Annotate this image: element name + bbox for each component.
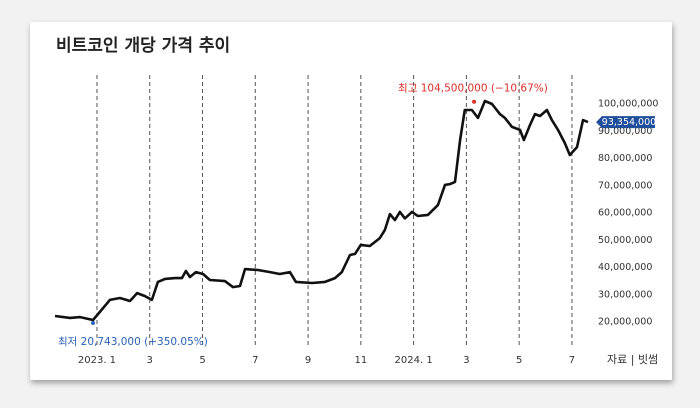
y-tick-label: 50,000,000 bbox=[598, 235, 652, 246]
x-tick-label: 3 bbox=[463, 355, 469, 366]
price-line bbox=[54, 99, 589, 322]
annotation-dot bbox=[472, 99, 477, 104]
y-tick-label: 80,000,000 bbox=[598, 153, 652, 164]
annotation-dot bbox=[91, 320, 96, 325]
x-tick-label: 2023. 1 bbox=[78, 355, 116, 366]
x-tick-label: 9 bbox=[305, 355, 311, 366]
y-tick-label: 40,000,000 bbox=[598, 262, 652, 273]
x-tick-label: 3 bbox=[147, 355, 153, 366]
annotation-label: 최저 20,743,000 (+350.05%) bbox=[58, 336, 208, 348]
card bbox=[30, 22, 672, 380]
y-tick-label: 70,000,000 bbox=[598, 180, 652, 191]
y-tick-label: 30,000,000 bbox=[598, 289, 652, 300]
x-tick-label: 5 bbox=[516, 355, 522, 366]
x-tick-label: 7 bbox=[252, 355, 258, 366]
x-tick-label: 11 bbox=[354, 355, 367, 366]
x-tick-label: 7 bbox=[569, 355, 575, 366]
x-tick-label: 2024. 1 bbox=[395, 355, 433, 366]
y-tick-label: 100,000,000 bbox=[598, 99, 658, 110]
y-tick-label: 90,000,000 bbox=[598, 126, 652, 137]
last-value-tag bbox=[596, 116, 655, 129]
y-tick-label: 60,000,000 bbox=[598, 208, 652, 219]
source: 자료 | 빗썸 bbox=[607, 353, 658, 366]
y-tick-label: 20,000,000 bbox=[598, 317, 652, 328]
last-value-label: 93,354,000 bbox=[602, 117, 656, 128]
chart-title: 비트코인 개당 가격 추이 bbox=[56, 36, 230, 56]
x-tick-label: 5 bbox=[199, 355, 205, 366]
annotation-label: 최고 104,500,000 (−10.67%) bbox=[398, 83, 548, 95]
